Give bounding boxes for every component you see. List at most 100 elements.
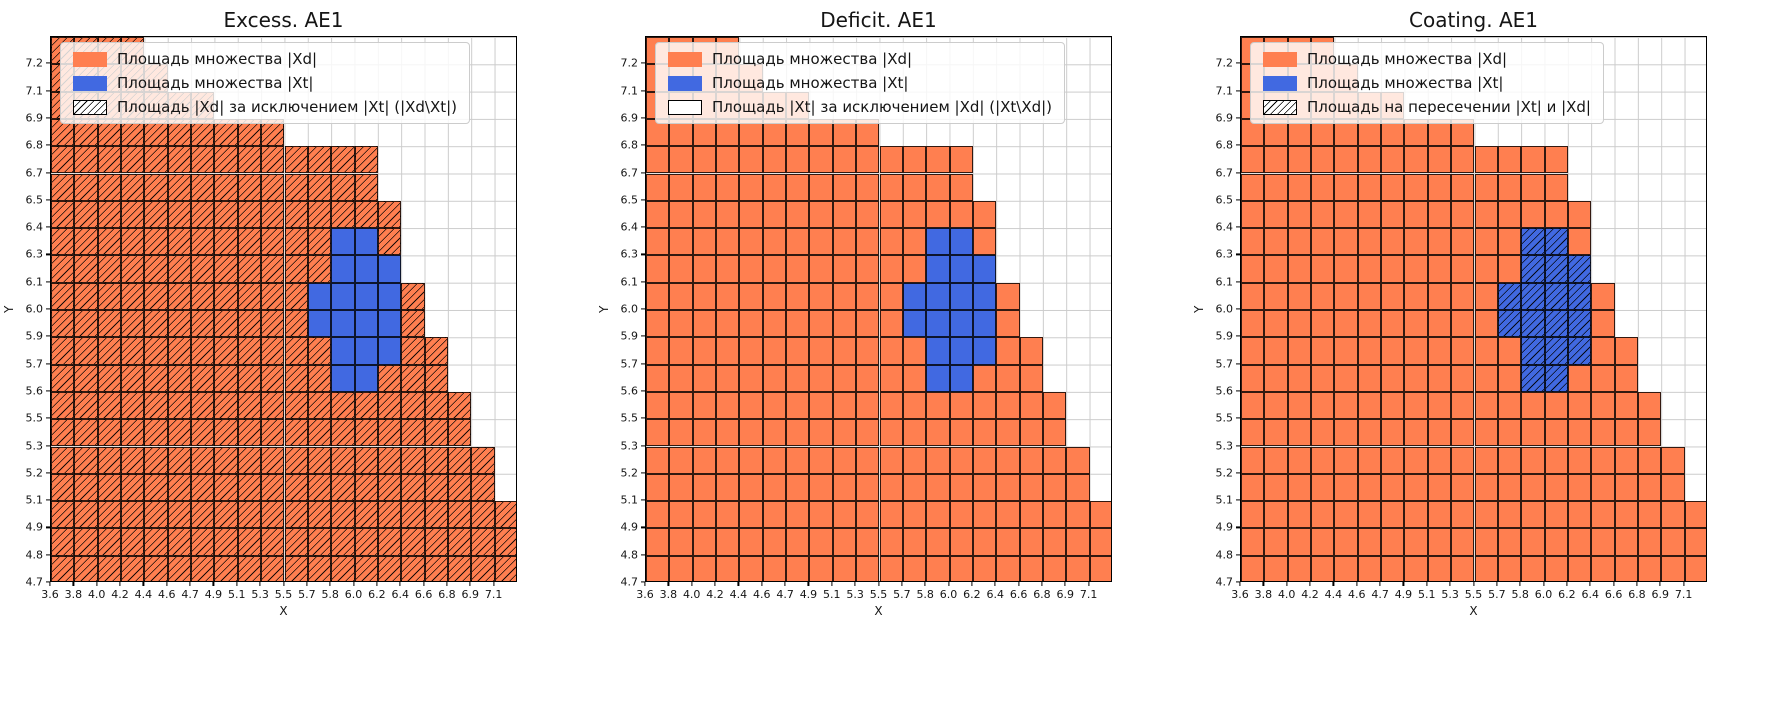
grid-cell [972,228,997,256]
x-tick-mark [166,582,168,586]
legend-label: Площадь множества |Xt| [712,74,909,92]
grid-cell [1042,419,1067,447]
grid-cell [237,255,262,283]
y-tick-label: 5.2 [1215,466,1234,480]
grid-cell [1357,501,1382,529]
grid-cell [1264,310,1288,338]
grid-cell [1334,473,1358,502]
grid-cell [237,446,262,474]
grid-cell [401,282,425,310]
grid-cell [144,255,168,283]
grid-cell [167,391,192,420]
grid-cell [97,146,122,174]
grid-cell [191,337,215,365]
grid-cell [879,555,903,581]
grid-cell [1357,173,1382,201]
y-tick-label: 5.3 [1215,439,1234,452]
grid-cell [1381,528,1405,556]
grid-cell [856,528,880,556]
grid-cell [1334,446,1358,474]
grid-cell [762,419,787,447]
grid-cell [832,200,857,229]
x-tick-mark [1041,582,1043,586]
x-tick-mark [667,582,669,586]
grid-cell [1567,255,1592,283]
grid-cell [809,282,833,310]
x-tick-mark [971,582,973,586]
grid-cell [926,501,950,529]
grid-cell [191,364,215,392]
grid-cell [902,446,927,474]
grid-cell [1544,255,1568,283]
grid-cell [1311,228,1335,256]
legend-label: Площадь |Xt| за исключением |Xd| (|Xt\Xd… [712,98,1053,116]
x-tick-mark [854,582,856,586]
grid-cell [1497,146,1522,174]
grid-cell [1404,446,1428,474]
grid-cell [167,310,192,338]
y-tick-label: 6.4 [620,220,639,234]
x-tick-mark [831,582,833,586]
grid-cell [1544,446,1568,474]
grid-cell [97,173,122,201]
grid-cell [669,255,693,283]
grid-cell [51,173,75,201]
y-tick-mark [641,581,645,583]
grid-cell [191,255,215,283]
grid-cell [1591,282,1615,310]
grid-cell [1567,446,1592,474]
grid-cell [261,255,285,283]
grid-cell [191,310,215,338]
x-tick-mark [493,582,495,586]
x-tick-mark [1636,582,1638,586]
grid-cell [331,419,355,447]
grid-cell [1521,255,1545,283]
grid-cell [1521,228,1545,256]
grid-cell [377,555,402,581]
grid-cell [121,255,145,283]
legend-label: Площадь множества |Xd| [117,50,318,68]
grid-cell [1287,310,1312,338]
grid-cell [261,146,285,174]
grid-cell [1567,337,1592,365]
grid-cell [1544,419,1568,447]
y-tick-label: 4.7 [620,575,639,589]
grid-cell [284,173,308,201]
grid-cell [401,446,425,474]
grid-cell [214,200,238,229]
grid-cell [786,473,810,502]
grid-cell [716,173,740,201]
y-tick-label: 6.1 [620,275,639,289]
grid-cell [692,528,717,556]
grid-cell [762,501,787,529]
grid-cell [809,200,833,229]
y-tick-mark [641,363,645,365]
grid-cell [261,310,285,338]
x-tick-label: 6.6 [1604,588,1623,601]
grid-cell [832,337,857,365]
grid-cell [856,146,880,174]
y-tick-label: 7.1 [1215,84,1234,98]
grid-cell [692,419,717,447]
grid-cell [739,473,763,502]
plot-area [1240,36,1707,582]
grid-cell [121,200,145,229]
grid-cell [856,419,880,447]
grid-cell [972,200,997,229]
y-tick-mark [46,90,50,92]
grid-cell [739,364,763,392]
grid-cell [261,200,285,229]
grid-cell [902,473,927,502]
grid-cell [1264,173,1288,201]
grid-cell [401,337,425,365]
grid-cell [1567,419,1592,447]
grid-cell [1287,282,1312,310]
grid-cell [1357,146,1382,174]
grid-cell [692,255,717,283]
grid-cell [1019,446,1043,474]
grid-cell [74,473,98,502]
grid-cell [1427,310,1452,338]
grid-cell [716,555,740,581]
grid-cell [1357,282,1382,310]
grid-cell [739,282,763,310]
